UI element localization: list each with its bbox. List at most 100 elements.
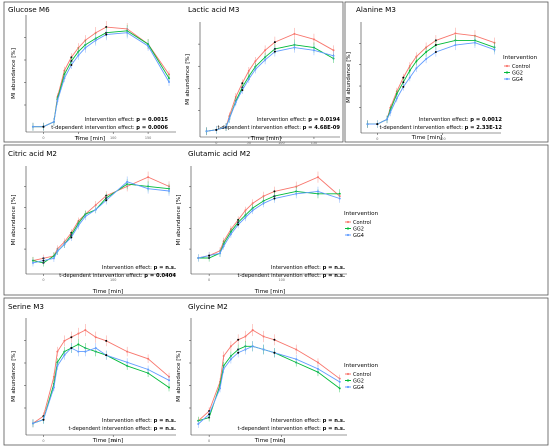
x-tick-label: 0 (42, 439, 44, 443)
legend-marker (505, 77, 509, 81)
data-point (402, 76, 405, 79)
intervention-effect-label: Intervention effect: p = n.s. (102, 418, 176, 424)
intervention-effect-label: Intervention effect: p = n.s. (271, 265, 345, 271)
data-point (254, 68, 257, 71)
data-point (244, 335, 247, 338)
data-point (247, 69, 250, 72)
intervention-effect-label: Intervention effect: p = 0.0012 (419, 117, 503, 123)
data-point (31, 261, 34, 264)
legend-title: Intervention (503, 55, 538, 61)
data-point (147, 176, 150, 179)
data-point (126, 31, 129, 34)
data-point (338, 387, 341, 390)
data-point (402, 85, 405, 88)
data-point (473, 41, 476, 44)
legend-label: Control (353, 372, 371, 378)
data-point (168, 386, 171, 389)
series-line (198, 176, 340, 259)
chart-title: Alanine M3 (356, 5, 396, 14)
data-point (316, 367, 319, 370)
chart-panel: Glutamic acid M2 0 100 Time [min] MI abundan… (176, 149, 347, 295)
data-point (126, 350, 129, 353)
data-point (215, 128, 218, 131)
legend-marker (346, 220, 350, 224)
data-point (197, 423, 200, 426)
data-point (70, 346, 73, 349)
data-point (338, 197, 341, 200)
data-point (208, 413, 211, 416)
data-point (293, 46, 296, 49)
data-point (295, 185, 298, 188)
data-point (197, 256, 200, 259)
data-point (338, 192, 341, 195)
time-effect-label: t-dependent intervention effect: p = 0.0… (59, 273, 176, 279)
intervention-effect-label: Intervention effect: p = 0.0194 (257, 117, 341, 123)
data-point (219, 252, 222, 255)
data-point (70, 63, 73, 66)
data-point (31, 422, 34, 425)
data-point (77, 224, 80, 227)
x-axis-title: Time [min] (92, 438, 123, 444)
chart-panel: Glucose M6 0 50 100 150 Time [min] MI abundanc… (8, 5, 176, 142)
chart-title: Glucose M6 (8, 5, 50, 14)
x-tick-label: 100 (110, 136, 116, 140)
x-axis-title: Time [min] (254, 438, 285, 444)
y-axis-title: MI abundance [%] (11, 351, 17, 402)
data-point (56, 364, 59, 367)
y-axis-title: MI abundance [%] (176, 351, 182, 402)
data-point (408, 69, 411, 72)
data-point (56, 250, 59, 253)
data-point (222, 245, 225, 248)
series-line (32, 176, 170, 262)
data-point (241, 89, 244, 92)
x-tick-label: 0 (208, 439, 210, 443)
data-point (63, 339, 66, 342)
series-line (367, 32, 495, 125)
chart-title: Serine M3 (8, 302, 44, 311)
data-point (56, 99, 59, 102)
legend-label: Control (512, 64, 530, 70)
data-point (408, 64, 411, 67)
data-point (42, 418, 45, 421)
y-axis-title: MI abundance [%] (11, 195, 17, 246)
data-point (273, 197, 276, 200)
intervention-effect-label: Intervention effect: p = n.s. (271, 418, 345, 424)
data-point (94, 208, 97, 211)
chart-title: Glycine M2 (188, 302, 228, 311)
y-axis-title: MI abundance [%] (185, 54, 191, 105)
time-effect-label: t-dependent intervention effect: p = n.s… (69, 426, 177, 432)
data-point (77, 343, 80, 346)
data-point (237, 338, 240, 341)
legend-marker (346, 379, 350, 382)
data-point (94, 336, 97, 339)
data-point (389, 111, 392, 114)
data-point (425, 46, 428, 49)
x-tick-label: 150 (311, 141, 317, 145)
data-point (402, 81, 405, 84)
data-point (205, 130, 208, 133)
x-axis-title: Time [min] (254, 289, 285, 295)
data-point (225, 126, 228, 129)
data-point (366, 123, 369, 126)
data-point (316, 190, 319, 193)
panel-frame (3, 297, 549, 446)
series-line (367, 39, 495, 125)
data-point (262, 335, 265, 338)
data-point (251, 209, 254, 212)
legend-label: GG2 (353, 378, 364, 384)
data-point (241, 82, 244, 85)
data-point (262, 195, 265, 198)
series-line (367, 42, 495, 125)
data-point (493, 48, 496, 51)
data-point (415, 60, 418, 63)
data-point (52, 257, 55, 260)
data-point (94, 31, 97, 34)
data-point (52, 120, 55, 123)
legend-marker (346, 227, 350, 230)
data-point (228, 117, 231, 120)
data-point (168, 81, 171, 84)
data-point (293, 32, 296, 35)
data-point (234, 101, 237, 104)
